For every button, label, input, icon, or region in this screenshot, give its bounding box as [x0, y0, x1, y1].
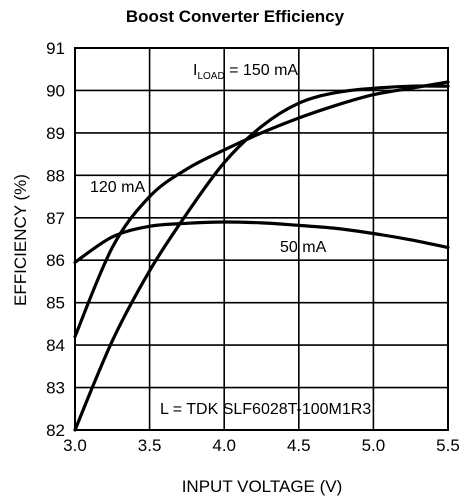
x-axis-title: INPUT VOLTAGE (V) — [182, 477, 343, 496]
annotation-120ma: 120 mA — [90, 179, 145, 196]
y-tick-label: 89 — [46, 124, 65, 143]
series-line-150-ma — [73, 84, 450, 432]
y-tick-label: 90 — [46, 81, 65, 100]
y-tick-label: 84 — [46, 336, 65, 355]
series-line-120-ma — [73, 80, 450, 339]
iload-subscript: LOAD — [197, 71, 224, 82]
y-tick-label: 82 — [46, 421, 65, 440]
y-tick-label: 86 — [46, 251, 65, 270]
y-tick-label: 91 — [46, 39, 65, 58]
annotation-iload-150ma: ILOAD = 150 mA — [193, 62, 298, 82]
iload-value: = 150 mA — [225, 62, 299, 79]
series-line-50-ma — [73, 220, 450, 264]
plot-frame — [74, 47, 449, 431]
y-tick-label: 87 — [46, 209, 65, 228]
x-tick-label: 3.5 — [138, 436, 162, 455]
y-tick-labels: 82 83 84 85 86 87 88 89 90 91 — [46, 39, 65, 440]
x-tick-labels: 3.0 3.5 4.0 4.5 5.0 5.5 — [63, 436, 460, 455]
x-tick-label: 4.5 — [287, 436, 311, 455]
x-tick-label: 3.0 — [63, 436, 87, 455]
x-tick-label: 5.5 — [436, 436, 460, 455]
y-tick-label: 85 — [46, 294, 65, 313]
x-tick-label: 4.0 — [212, 436, 236, 455]
annotation-50ma: 50 mA — [280, 239, 327, 256]
y-axis-title: EFFICIENCY (%) — [11, 174, 30, 306]
y-tick-label: 88 — [46, 166, 65, 185]
iload-prefix: I — [193, 62, 197, 79]
x-tick-label: 5.0 — [362, 436, 386, 455]
y-tick-label: 83 — [46, 379, 65, 398]
grid-lines — [74, 47, 449, 431]
chart-title: Boost Converter Efficiency — [126, 7, 345, 26]
annotation-inductor: L = TDK SLF6028T-100M1R3 — [160, 401, 371, 418]
series-lines — [73, 80, 450, 432]
